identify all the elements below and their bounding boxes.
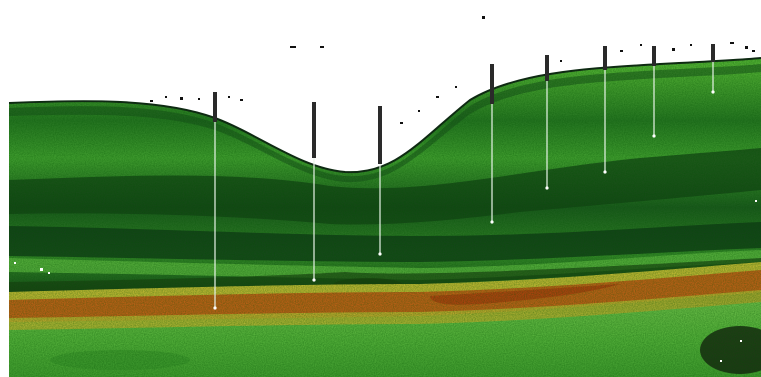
retina-surface-line: [8, 57, 761, 174]
marker-2: [312, 102, 316, 280]
marker-7: [652, 46, 656, 136]
thickness-markers: [213, 44, 715, 310]
marker-5: [545, 55, 549, 188]
marker-4: [490, 64, 494, 222]
marker-8: [711, 44, 715, 92]
marker-3: [378, 106, 382, 254]
marker-1: [213, 92, 217, 308]
marker-6: [603, 46, 607, 172]
surface-speckles: [14, 16, 757, 362]
